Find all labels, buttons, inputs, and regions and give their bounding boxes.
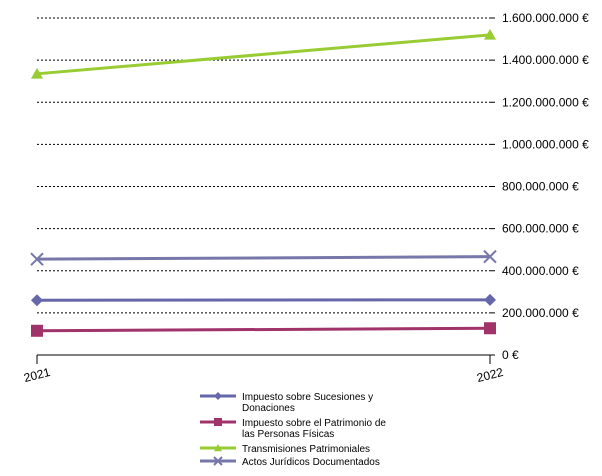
y-tick-label: 1.000.000.000 €: [502, 137, 589, 151]
y-tick-label: 600.000.000 €: [502, 222, 579, 236]
legend-marker: [214, 418, 222, 426]
legend-label: Impuesto sobre el Patrimonio de: [242, 418, 386, 429]
series-1: [31, 322, 496, 337]
data-point-marker: [484, 293, 496, 306]
data-point-marker: [484, 322, 496, 335]
legend-marker: [213, 456, 223, 466]
data-point-marker: [31, 67, 43, 79]
series-line: [36, 33, 491, 76]
data-point-marker: [30, 252, 44, 266]
legend-label: Donaciones: [242, 403, 295, 414]
y-tick-label: 800.000.000 €: [502, 180, 579, 194]
data-point-marker: [31, 294, 43, 307]
legend-marker: [214, 444, 222, 452]
legend-label: Transmisiones Patrimoniales: [242, 444, 370, 455]
series-3: [30, 249, 497, 266]
x-tick-label: 2022: [475, 365, 505, 385]
data-point-marker: [484, 28, 496, 40]
data-point-marker: [31, 324, 43, 337]
series-line: [36, 255, 491, 261]
y-tick-label: 0 €: [502, 348, 519, 362]
y-tick-label: 1.400.000.000 €: [502, 53, 589, 67]
x-axis: 2021 2022: [22, 355, 505, 385]
x-tick-label: 2021: [22, 365, 52, 385]
series-lines: [30, 28, 497, 337]
y-tick-label: 200.000.000 €: [502, 306, 579, 320]
y-tick-label: 1.200.000.000 €: [502, 95, 589, 109]
data-point-marker: [483, 249, 497, 264]
legend-item: Actos Jurídicos Documentados: [200, 456, 380, 468]
y-tick-label: 400.000.000 €: [502, 264, 579, 278]
legend-label: las Personas Físicas: [242, 429, 334, 440]
series-line: [36, 326, 491, 333]
series-0: [31, 293, 496, 307]
legend: Impuesto sobre Sucesiones yDonacionesImp…: [200, 392, 386, 468]
y-tick-label: 1.600.000.000 €: [502, 11, 589, 25]
legend-label: Impuesto sobre Sucesiones y: [242, 392, 373, 403]
y-axis-tick-labels: 0 € 200.000.000 € 400.000.000 € 600.000.000…: [502, 11, 589, 362]
legend-item: Transmisiones Patrimoniales: [200, 444, 370, 455]
legend-label: Actos Jurídicos Documentados: [242, 457, 380, 468]
legend-marker: [214, 392, 222, 400]
gridlines: [37, 17, 495, 356]
series-2: [31, 28, 496, 79]
